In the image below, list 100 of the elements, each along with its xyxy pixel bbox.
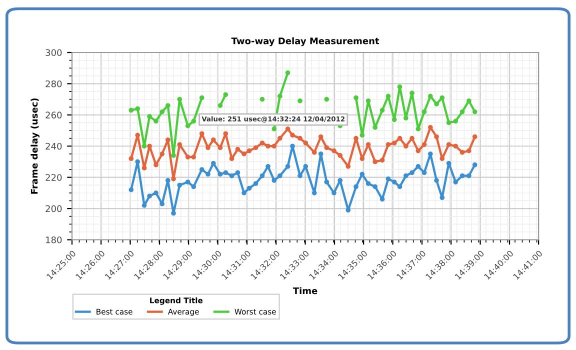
point bbox=[453, 180, 458, 184]
y-tick-label: 300 bbox=[46, 49, 62, 56]
point bbox=[229, 156, 234, 162]
point bbox=[372, 159, 378, 164]
point bbox=[246, 186, 252, 191]
point bbox=[472, 162, 478, 168]
point bbox=[277, 136, 282, 141]
point bbox=[253, 181, 258, 186]
point bbox=[235, 170, 240, 176]
point bbox=[191, 184, 196, 190]
point bbox=[386, 142, 391, 147]
point bbox=[312, 190, 317, 196]
point bbox=[272, 178, 277, 183]
point bbox=[372, 184, 378, 190]
point bbox=[266, 144, 270, 149]
point bbox=[160, 109, 165, 114]
point bbox=[332, 148, 336, 154]
point bbox=[410, 90, 414, 96]
point bbox=[171, 210, 176, 216]
point bbox=[303, 164, 308, 169]
point bbox=[154, 190, 158, 196]
point bbox=[285, 164, 290, 169]
point bbox=[386, 176, 391, 182]
point bbox=[446, 120, 452, 126]
point bbox=[210, 137, 216, 142]
point bbox=[242, 151, 246, 156]
point bbox=[397, 84, 402, 90]
point bbox=[354, 136, 358, 141]
point bbox=[360, 132, 365, 138]
point bbox=[332, 190, 336, 196]
point bbox=[235, 146, 240, 152]
point bbox=[324, 145, 330, 150]
point bbox=[338, 178, 343, 183]
point bbox=[422, 142, 427, 147]
point bbox=[338, 153, 343, 158]
point bbox=[272, 126, 277, 132]
point bbox=[246, 148, 252, 154]
point bbox=[472, 109, 478, 114]
point bbox=[165, 103, 170, 108]
point bbox=[218, 172, 223, 177]
point bbox=[260, 140, 265, 146]
point bbox=[360, 156, 365, 162]
point bbox=[185, 154, 190, 160]
y-tick-label: 180 bbox=[46, 236, 62, 244]
point bbox=[177, 96, 182, 102]
point bbox=[128, 156, 134, 162]
point bbox=[298, 98, 302, 104]
point bbox=[218, 145, 223, 150]
point bbox=[206, 172, 210, 177]
point bbox=[403, 144, 408, 149]
point bbox=[354, 184, 358, 190]
point bbox=[285, 126, 290, 132]
point bbox=[277, 173, 282, 178]
point bbox=[416, 126, 421, 132]
point bbox=[272, 144, 277, 149]
point bbox=[147, 114, 152, 119]
point bbox=[403, 173, 408, 178]
point bbox=[360, 172, 365, 177]
point bbox=[185, 180, 190, 184]
point bbox=[472, 134, 478, 140]
point bbox=[199, 167, 204, 172]
point bbox=[380, 108, 385, 113]
point bbox=[392, 117, 397, 122]
point bbox=[422, 170, 427, 176]
point bbox=[366, 142, 371, 147]
point bbox=[428, 124, 433, 130]
point bbox=[397, 136, 402, 141]
point bbox=[397, 184, 402, 190]
point bbox=[206, 145, 210, 150]
point bbox=[453, 118, 458, 124]
point bbox=[434, 134, 439, 140]
point bbox=[154, 118, 158, 124]
point bbox=[434, 178, 439, 183]
point bbox=[199, 95, 204, 100]
point bbox=[142, 144, 147, 149]
point bbox=[380, 158, 385, 163]
point bbox=[392, 180, 397, 184]
point bbox=[298, 136, 302, 141]
point bbox=[416, 164, 421, 169]
point bbox=[428, 94, 433, 99]
point bbox=[366, 181, 371, 186]
point bbox=[403, 116, 408, 120]
y-tick-label: 200 bbox=[46, 205, 62, 212]
point bbox=[392, 140, 397, 146]
y-tick-label: 240 bbox=[46, 142, 62, 150]
point bbox=[440, 156, 445, 162]
y-tick-label: 220 bbox=[46, 174, 62, 181]
point bbox=[135, 159, 140, 164]
point bbox=[440, 95, 445, 100]
point bbox=[260, 96, 265, 102]
point bbox=[290, 132, 295, 138]
point bbox=[191, 154, 196, 160]
point bbox=[410, 170, 414, 176]
point bbox=[446, 160, 452, 166]
point bbox=[277, 94, 282, 99]
point bbox=[324, 96, 330, 102]
y-tick-label: 280 bbox=[46, 80, 62, 88]
point bbox=[460, 150, 465, 155]
point bbox=[285, 70, 290, 76]
point bbox=[428, 151, 433, 156]
